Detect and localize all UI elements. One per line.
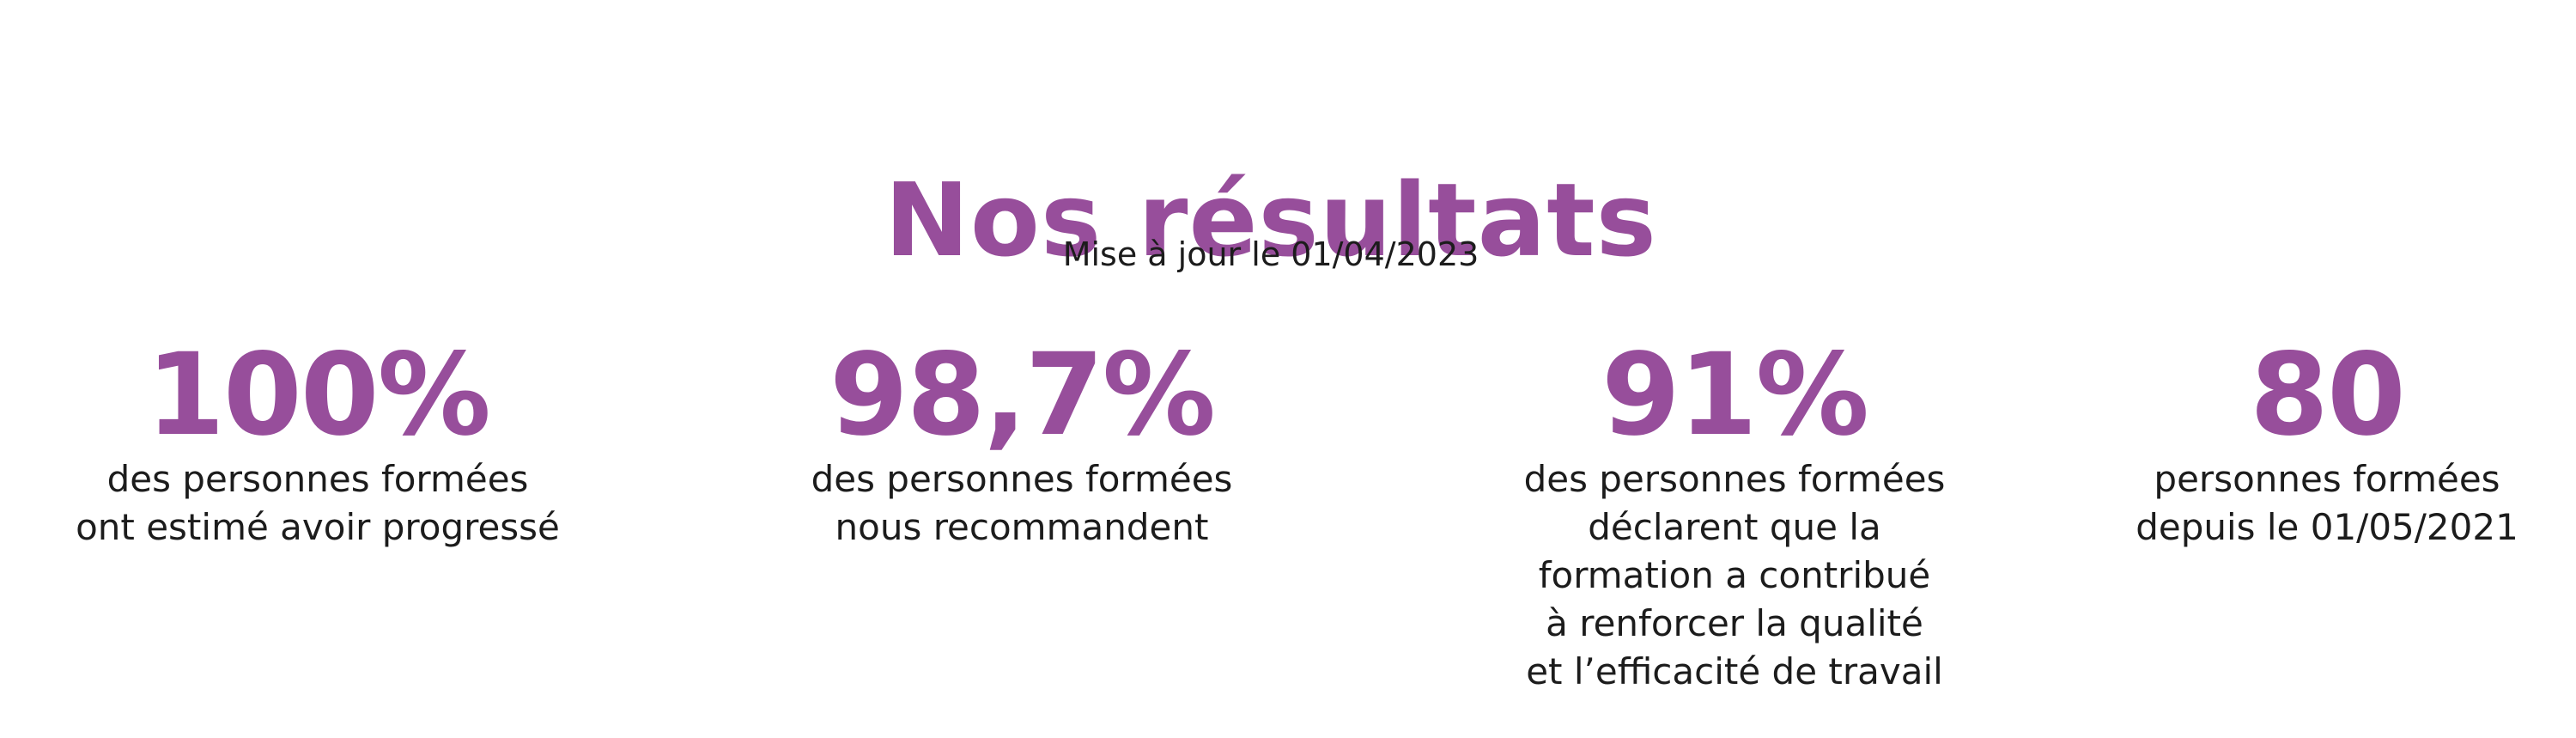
stat-people-trained: 80 personnes formées depuis le 01/05/202…	[2095, 335, 2559, 552]
stat-description: des personnes formées déclarent que la f…	[1523, 458, 1946, 692]
update-date: Mise à jour le 01/04/2023	[1062, 235, 1479, 273]
stat-recommendation: 98,7% des personnes formées nous recomma…	[730, 335, 1314, 552]
page-title: Nos résultats	[884, 161, 1657, 280]
stat-value: 80	[2250, 329, 2406, 461]
stat-progress: 100% des personnes formées ont estimé av…	[34, 335, 601, 552]
stat-work-quality: 91% des personnes formées déclarent que …	[1451, 335, 2018, 696]
stat-value: 91%	[1601, 329, 1869, 461]
stat-value: 100%	[146, 329, 491, 461]
stat-description: des personnes formées nous recommandent	[811, 458, 1233, 548]
stat-description: personnes formées depuis le 01/05/2021	[2136, 458, 2518, 548]
stat-description: des personnes formées ont estimé avoir p…	[76, 458, 560, 548]
stat-value: 98,7%	[829, 329, 1216, 461]
